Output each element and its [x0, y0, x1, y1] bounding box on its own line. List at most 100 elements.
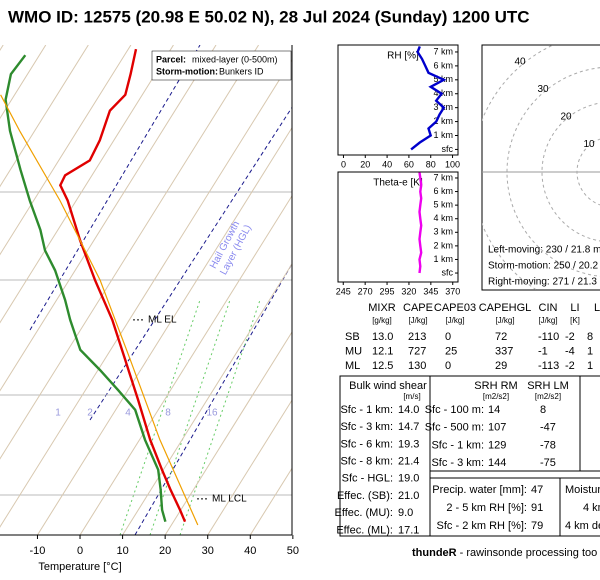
moisture-value: 47	[531, 484, 543, 496]
shear-value: 19.3	[398, 438, 419, 450]
x-tick-label: 100	[445, 159, 460, 169]
cut-box	[579, 375, 600, 472]
srh-unit: [m2/s2]	[535, 392, 561, 401]
shear-label: Sfc - 8 km:	[340, 456, 393, 468]
isotherm	[0, 45, 47, 120]
shear-title: Bulk wind shear	[349, 380, 427, 392]
moist-adiabat	[89, 106, 292, 421]
x-axis-label: Temperature [°C]	[38, 561, 121, 573]
shear-label: Effec. (SB):	[337, 490, 393, 502]
y-tick-label: sfc	[441, 144, 453, 154]
x-tick-label: 0	[77, 545, 83, 557]
table-cell: 1	[587, 360, 593, 372]
annotation: ML EL	[148, 315, 177, 326]
y-tick-label: sfc	[441, 267, 453, 277]
moisture-cut: 4 km de	[565, 520, 600, 532]
table-cell: 72	[495, 331, 507, 343]
y-tick-label: 2 km	[433, 116, 453, 126]
x-tick-label: 20	[159, 545, 171, 557]
srh-unit: [m2/s2]	[483, 392, 509, 401]
table-unit: [g/kg]	[372, 316, 392, 325]
srh-value: 8	[540, 404, 546, 416]
isotherm-grid	[164, 331, 292, 535]
x-tick-label: 320	[401, 286, 416, 296]
rh-box	[337, 44, 459, 156]
shear-label: Effec. (ML):	[336, 524, 393, 536]
srh-header: SRH RM	[474, 380, 517, 392]
mixing-ratio-label: 8	[165, 408, 171, 419]
table-unit: [J/kg]	[538, 316, 557, 325]
isotherm	[0, 45, 4, 52]
shear-label: Sfc - 6 km:	[340, 438, 393, 450]
moisture-cut: Moisture	[565, 484, 600, 496]
profile-line	[0, 94, 199, 526]
profile-title: RH [%]	[387, 51, 419, 62]
table-cell: 727	[408, 345, 426, 357]
table-cell: -2	[565, 360, 575, 372]
isotherm	[0, 45, 260, 460]
table-cell: 12.5	[372, 360, 393, 372]
hodo-text: Left-moving: 230 / 21.8 m	[488, 245, 600, 256]
moisture-value: 91	[531, 502, 543, 514]
row-label: SB	[345, 331, 360, 343]
isotherm-grid	[37, 126, 292, 535]
mixing-ratio-label: 4	[125, 408, 131, 419]
table-cell: -110	[538, 331, 559, 343]
hodo-ring-label: 20	[560, 112, 572, 123]
hodo-ring-label: 30	[537, 84, 549, 95]
isotherm-grid	[207, 399, 292, 535]
srh-value: 107	[488, 422, 506, 434]
mixing-ratio-line	[179, 299, 261, 535]
y-tick-label: 7 km	[433, 46, 453, 56]
y-tick-label: 6 km	[433, 60, 453, 70]
x-tick-label: 270	[358, 286, 373, 296]
shear-value: 21.0	[398, 490, 419, 502]
table-header: MIXR	[368, 302, 396, 314]
table-cell: -4	[565, 345, 575, 357]
y-tick-label: 1 km	[433, 130, 453, 140]
moist-adiabat	[134, 262, 292, 535]
table-header: CAPE	[403, 302, 433, 314]
title: WMO ID: 12575 (20.98 E 50.02 N), 28 Jul …	[8, 7, 530, 26]
hodo-ring-label: 10	[583, 139, 595, 150]
table-cell: 130	[408, 360, 426, 372]
isotherm-grid	[79, 194, 292, 535]
x-tick-label: 345	[423, 286, 438, 296]
hodograph-box	[481, 44, 600, 291]
moisture-box-2	[559, 477, 600, 537]
hodo-text: Right-moving: 271 / 21.3	[488, 277, 597, 288]
profile-line	[418, 172, 423, 274]
profile-line	[58, 48, 187, 523]
isotherm	[0, 45, 132, 256]
y-tick-label: 4 km	[433, 213, 453, 223]
shear-value: 19.0	[398, 473, 419, 485]
table-cell: 337	[495, 345, 513, 357]
mixing-ratio-label: 1	[55, 408, 61, 419]
table-unit: [J/kg]	[495, 316, 514, 325]
table-cell: 25	[445, 345, 457, 357]
profile-line	[4, 54, 167, 523]
x-tick-label: -10	[30, 545, 46, 557]
table-cell: 1	[587, 345, 593, 357]
moisture-label: Sfc - 2 km RH [%]:	[437, 520, 527, 532]
srh-value: 129	[488, 439, 506, 451]
shear-value: 14.0	[398, 404, 419, 416]
footer-text: - rawinsonde processing too	[457, 547, 598, 559]
shear-value: 17.1	[398, 524, 419, 536]
table-header: CIN	[539, 302, 558, 314]
moisture-cut: 4 km	[583, 502, 600, 514]
x-tick-label: 80	[426, 159, 436, 169]
srh-label: Sfc - 100 m:	[425, 404, 484, 416]
x-tick-label: 245	[336, 286, 351, 296]
table-cell: -2	[565, 331, 575, 343]
x-tick-label: 20	[360, 159, 370, 169]
srh-value: 14	[488, 404, 500, 416]
y-tick-label: 1 km	[433, 254, 453, 264]
isotherm-grid	[122, 262, 292, 535]
mixing-ratio-line	[119, 299, 201, 535]
srh-value: -75	[540, 457, 556, 469]
table-unit: [J/kg]	[445, 316, 464, 325]
parcel-text: mixed-layer (0-500m)	[192, 54, 278, 64]
srh-value: -78	[540, 439, 556, 451]
y-tick-label: 7 km	[433, 172, 453, 182]
